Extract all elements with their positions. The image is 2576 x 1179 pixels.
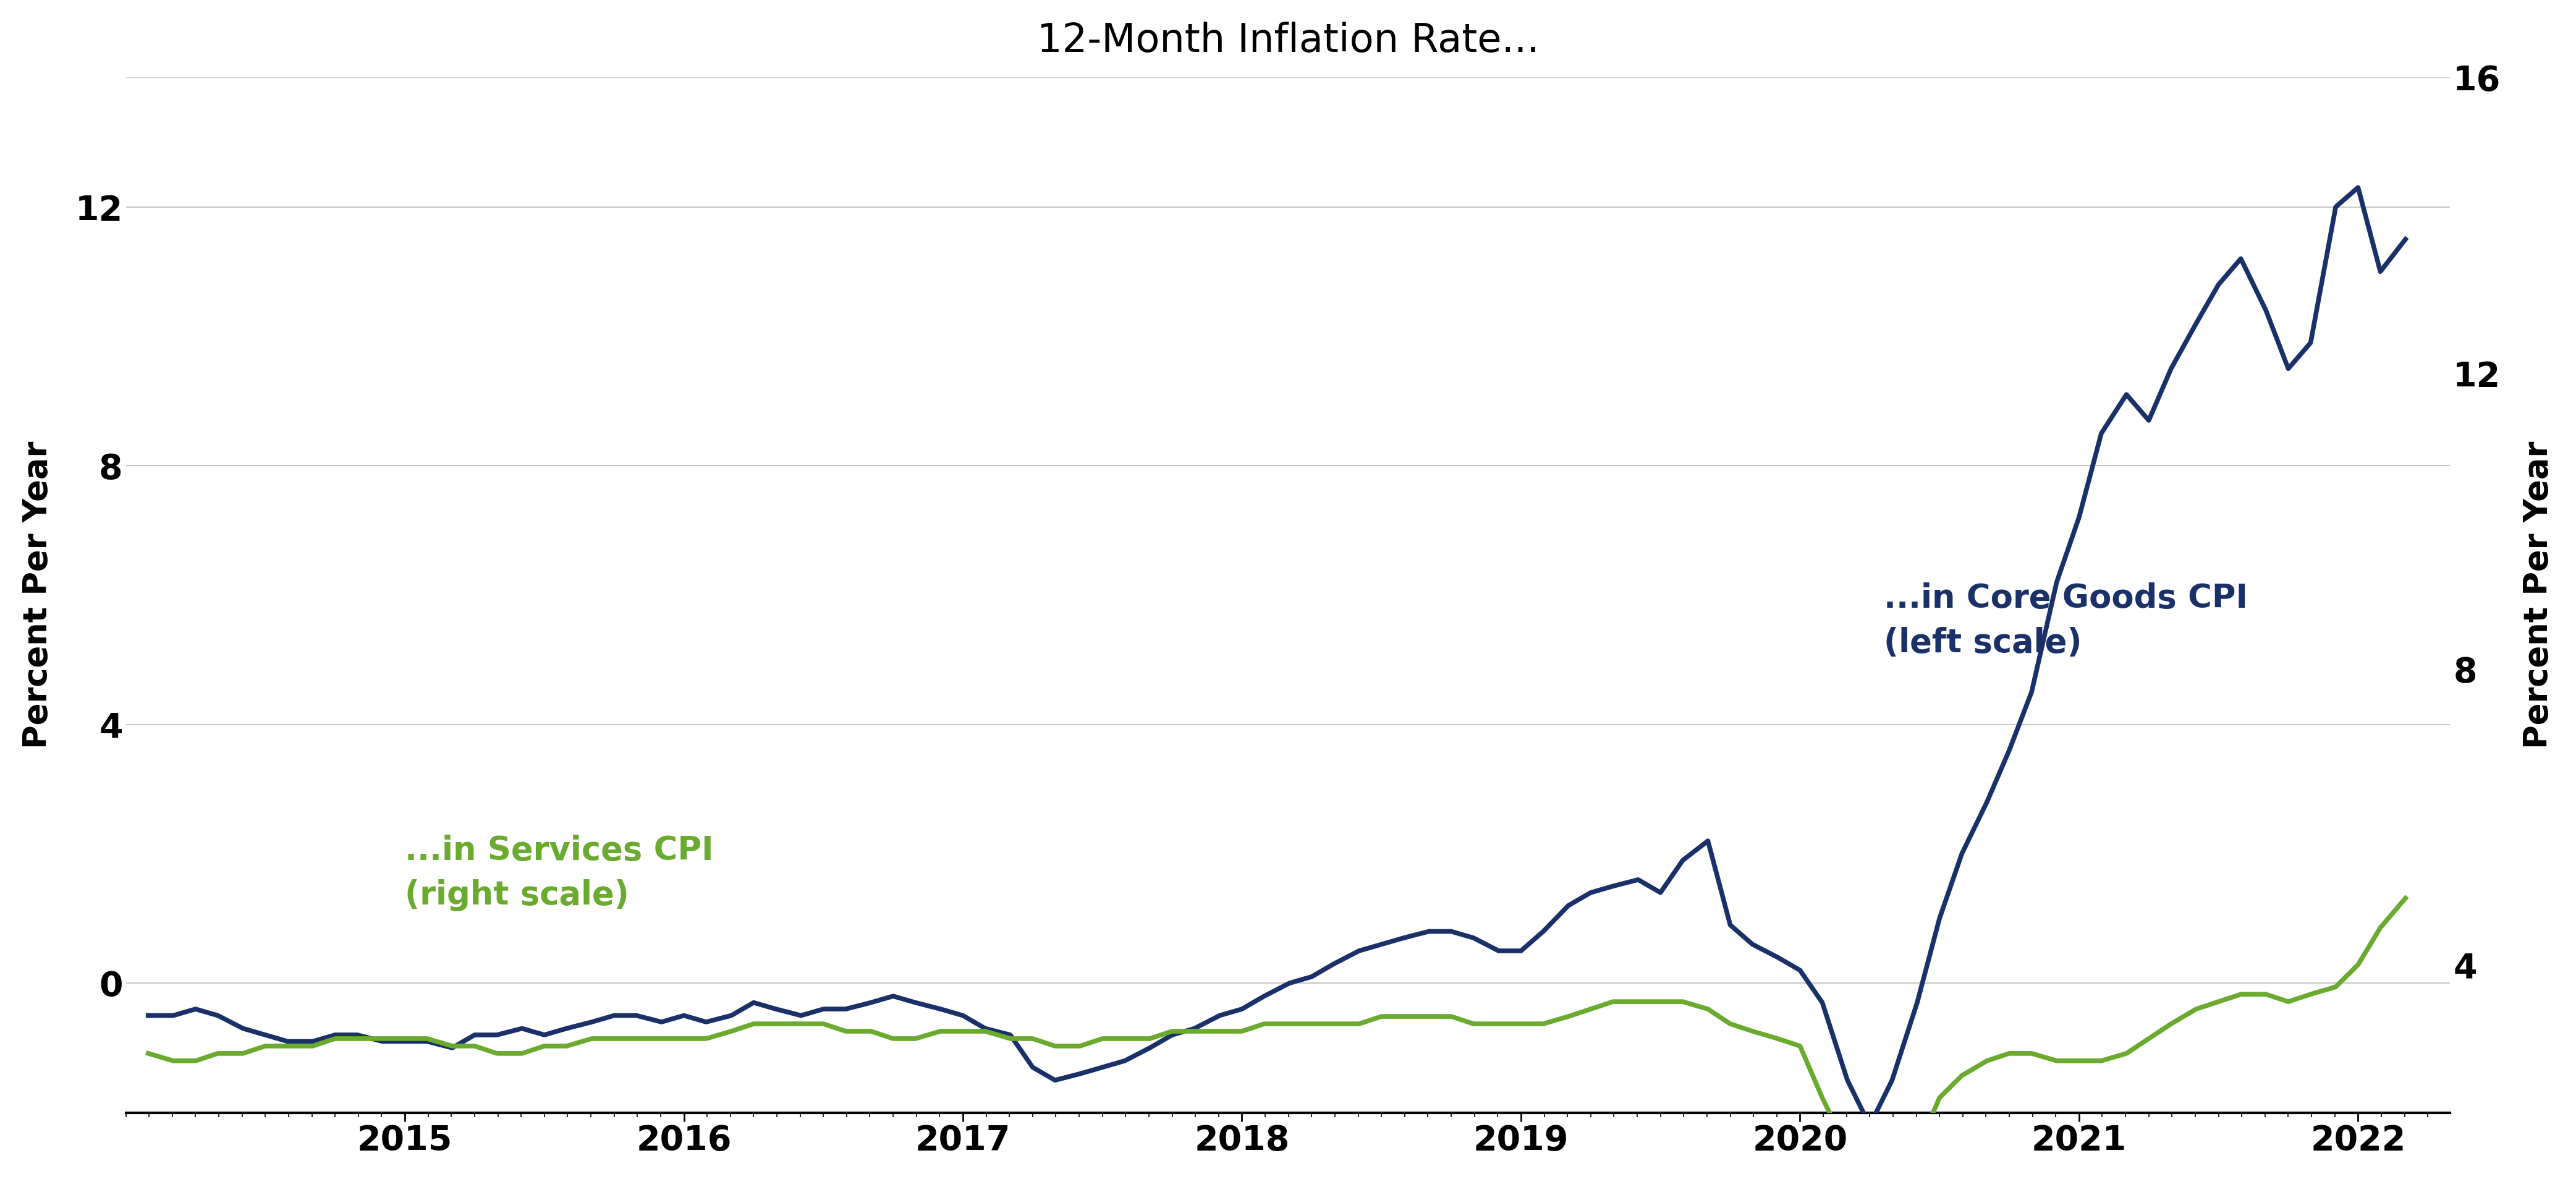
Title: 12-Month Inflation Rate...: 12-Month Inflation Rate... [1038,21,1538,60]
Text: ...in Services CPI
(right scale): ...in Services CPI (right scale) [404,835,714,911]
Y-axis label: Percent Per Year: Percent Per Year [21,441,54,749]
Text: ...in Core Goods CPI
(left scale): ...in Core Goods CPI (left scale) [1883,582,2249,659]
Y-axis label: Percent Per Year: Percent Per Year [2522,441,2555,749]
